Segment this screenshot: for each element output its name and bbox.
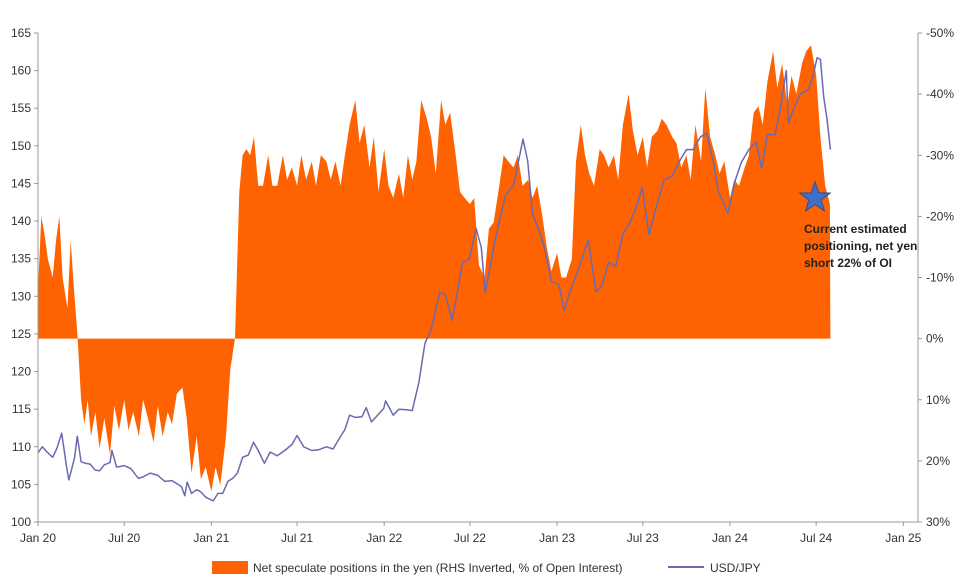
- left-tick-label: 140: [11, 214, 31, 228]
- right-tick-label: -40%: [926, 87, 954, 101]
- left-tick-label: 110: [12, 440, 31, 454]
- annotation-line-3: short 22% of OI: [804, 256, 892, 270]
- annotation-line-2: positioning, net yen: [804, 239, 917, 253]
- legend-label-usdjpy: USD/JPY: [710, 561, 761, 575]
- x-tick-label: Jan 24: [712, 531, 748, 545]
- x-axis-ticks: Jan 20 Jul 20 Jan 21 Jul 21 Jan 22 Jul 22 Jan …: [20, 522, 922, 545]
- x-tick-label: Jul 22: [454, 531, 486, 545]
- star-annotation: Current estimated positioning, net yen s…: [798, 180, 917, 270]
- positions-area-layer: [38, 45, 831, 492]
- star-icon: [798, 180, 832, 213]
- left-tick-label: 120: [11, 365, 31, 379]
- right-tick-label: 20%: [926, 454, 950, 468]
- x-tick-label: Jan 25: [885, 531, 921, 545]
- legend-label-positions: Net speculate positions in the yen (RHS …: [253, 561, 623, 575]
- x-tick-label: Jan 23: [539, 531, 575, 545]
- annotation-line-1: Current estimated: [804, 222, 907, 236]
- left-axis-ticks: 165 160 155 150 145 140 135 130 125 120 115 110 105 1…: [11, 26, 38, 529]
- left-tick-label: 135: [11, 252, 31, 266]
- left-tick-label: 105: [11, 477, 31, 491]
- right-tick-label: 10%: [926, 393, 950, 407]
- x-tick-label: Jan 20: [20, 531, 56, 545]
- right-tick-label: 30%: [926, 515, 950, 529]
- legend: Net speculate positions in the yen (RHS …: [212, 561, 761, 575]
- right-tick-label: 0%: [926, 332, 944, 346]
- right-tick-label: -50%: [926, 26, 954, 40]
- left-tick-label: 115: [12, 402, 31, 416]
- x-tick-label: Jul 24: [800, 531, 832, 545]
- usdjpy-line: [37, 57, 832, 502]
- left-tick-label: 145: [11, 176, 31, 190]
- left-tick-label: 165: [11, 26, 31, 40]
- right-axis-ticks: -50% -40% -30% -20% -10% 0% 10% 20% 30%: [918, 26, 954, 529]
- usdjpy-line-layer: [37, 57, 832, 502]
- legend-swatch-positions: [212, 561, 248, 574]
- left-tick-label: 150: [11, 139, 31, 153]
- x-tick-label: Jan 21: [193, 531, 229, 545]
- left-tick-label: 155: [11, 101, 31, 115]
- right-tick-label: -10%: [926, 271, 954, 285]
- left-tick-label: 160: [11, 64, 31, 78]
- left-tick-label: 100: [11, 515, 31, 529]
- right-tick-label: -30%: [926, 148, 954, 162]
- positions-area: [38, 45, 831, 492]
- x-tick-label: Jan 22: [366, 531, 402, 545]
- x-tick-label: Jul 23: [627, 531, 659, 545]
- right-tick-label: -20%: [926, 209, 954, 223]
- left-tick-label: 125: [11, 327, 31, 341]
- x-tick-label: Jul 20: [108, 531, 140, 545]
- x-tick-label: Jul 21: [281, 531, 313, 545]
- left-tick-label: 130: [11, 289, 31, 303]
